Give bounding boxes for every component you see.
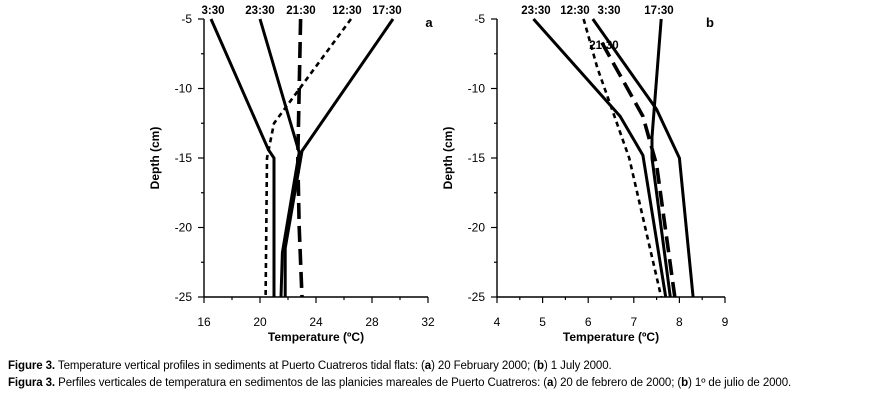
y-tick-label: -25	[468, 290, 486, 304]
y-tick-label: -15	[175, 151, 193, 165]
x-tick-label: 20	[253, 315, 267, 329]
series-line	[295, 18, 304, 298]
y-tick-label: -10	[468, 82, 486, 96]
x-tick-label: 9	[722, 315, 729, 329]
y-tick-label: -20	[175, 221, 193, 235]
caption-en-a: a	[424, 360, 432, 372]
x-tick-label: 8	[676, 315, 683, 329]
panel-b-chart: -5 -10 -15 -20 -25 4 5 6 7 8 9 Temperature (ºC) Dept…	[441, 5, 729, 344]
series-time-label: 23:30	[521, 5, 550, 17]
series-time-label: 17:30	[372, 5, 401, 17]
x-tick-label: 5	[539, 315, 546, 329]
caption-en-text-1: Temperature vertical profiles in sedimen…	[55, 360, 425, 372]
panel-letter: a	[425, 15, 433, 30]
x-axis-title: Temperature (ºC)	[563, 330, 659, 344]
figure-panels: -5 -10 -15 -20 -25 16 20 24 28 32 Temperature (ºC)…	[148, 5, 729, 344]
panel-a-chart: -5 -10 -15 -20 -25 16 20 24 28 32 Temperature (ºC)…	[148, 5, 435, 344]
series-time-label: 3:30	[201, 5, 224, 17]
y-tick-label: -15	[468, 151, 486, 165]
x-tick-label: 24	[309, 315, 323, 329]
x-tick-label: 6	[585, 315, 592, 329]
y-tick-label: -20	[468, 221, 486, 235]
y-tick-label: -10	[175, 82, 193, 96]
x-tick-label: 28	[365, 315, 379, 329]
x-tick-label: 32	[421, 315, 435, 329]
caption-spanish: Figura 3. Perfiles verticales de tempera…	[8, 377, 883, 389]
series-time-label: 12:30	[560, 5, 589, 17]
y-axis-title: Depth (cm)	[441, 127, 455, 190]
x-tick-label: 7	[630, 315, 637, 329]
caption-es-text-2: ) 20 de febrero de 2000; (	[553, 377, 682, 389]
caption-en-text-3: ) 1 July 2000.	[543, 360, 612, 372]
caption-english: Figure 3. Temperature vertical profiles …	[8, 360, 883, 372]
y-tick-label: -5	[181, 12, 192, 26]
series-time-label: 21:30	[589, 40, 618, 52]
x-axis-title: Temperature (ºC)	[268, 330, 364, 344]
caption-en-b: b	[537, 360, 544, 372]
series-time-label: 17:30	[644, 5, 673, 17]
y-tick-label: -25	[175, 290, 193, 304]
x-tick-label: 16	[197, 315, 211, 329]
series-line	[582, 18, 663, 298]
series-time-label: 21:30	[286, 5, 315, 17]
caption-es-text-1: Perfiles verticales de temperatura en se…	[55, 377, 548, 389]
caption-es-b: b	[681, 377, 689, 389]
series-line	[650, 18, 672, 298]
x-tick-label: 4	[494, 315, 501, 329]
caption-es-prefix: Figura 3.	[8, 377, 56, 389]
series-time-label: 23:30	[245, 5, 274, 17]
panel-letter: b	[706, 15, 714, 30]
series-time-label: 12:30	[332, 5, 361, 17]
series-line	[264, 18, 353, 298]
caption-en-prefix: Figure 3.	[8, 360, 56, 372]
series-line	[258, 18, 301, 298]
caption-es-a: a	[547, 377, 554, 389]
series-time-label: 3:30	[597, 5, 620, 17]
caption-es-text-3: ) 1º de julio de 2000.	[688, 377, 792, 389]
series-line	[209, 18, 276, 297]
y-axis-title: Depth (cm)	[148, 127, 162, 190]
series-line	[532, 18, 668, 298]
series-line	[591, 18, 695, 298]
series-line	[283, 18, 395, 297]
y-tick-label: -5	[474, 12, 485, 26]
caption-en-text-2: ) 20 February 2000; (	[431, 360, 538, 372]
